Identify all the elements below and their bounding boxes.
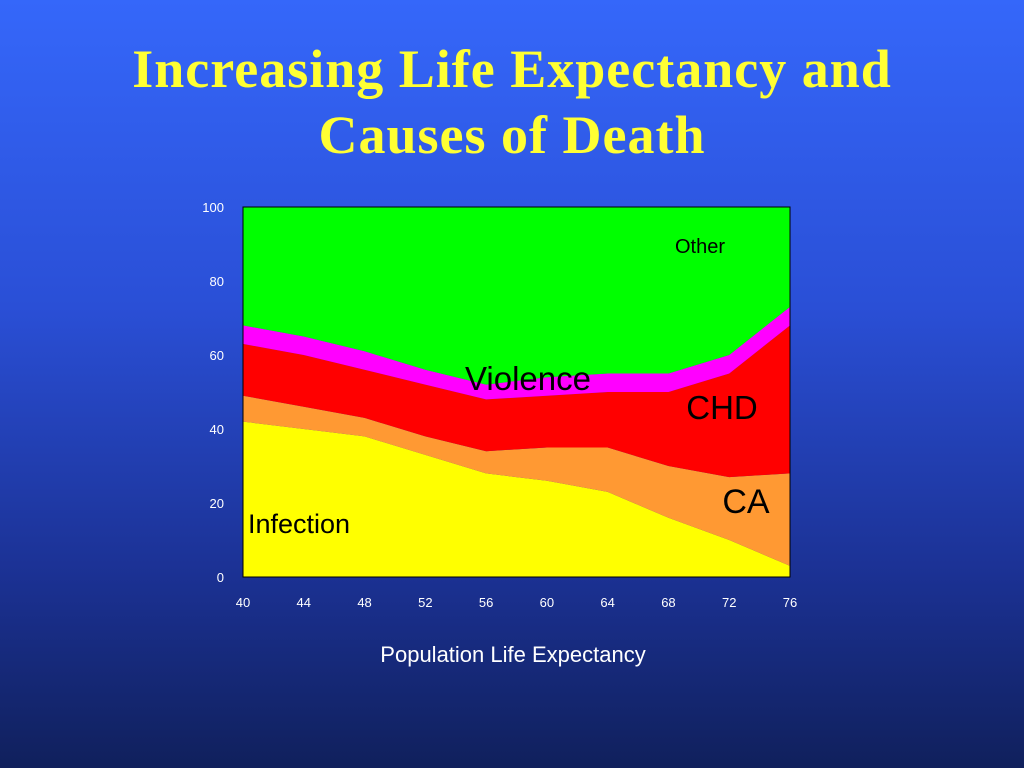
x-tick-label: 64 bbox=[600, 595, 614, 610]
y-axis-ticks: 0 20 40 60 80 100 bbox=[202, 200, 224, 585]
x-axis-ticks: 40 44 48 52 56 60 64 68 72 76 bbox=[236, 595, 797, 610]
y-tick-label: 100 bbox=[202, 200, 224, 215]
area-violence bbox=[243, 306, 790, 400]
series-label-violence: Violence bbox=[465, 360, 591, 397]
slide-title: Increasing Life Expectancy and Causes of… bbox=[0, 36, 1024, 168]
x-tick-label: 52 bbox=[418, 595, 432, 610]
x-tick-label: 72 bbox=[722, 595, 736, 610]
x-tick-label: 44 bbox=[297, 595, 311, 610]
area-infection bbox=[243, 421, 790, 577]
y-tick-label: 40 bbox=[210, 422, 224, 437]
slide-title-line-2: Causes of Death bbox=[318, 105, 706, 165]
area-other bbox=[243, 207, 790, 385]
series-label-infection: Infection bbox=[248, 509, 350, 539]
x-tick-label: 48 bbox=[357, 595, 371, 610]
series-labels: Infection CA CHD Violence Other bbox=[248, 236, 770, 539]
x-tick-label: 40 bbox=[236, 595, 250, 610]
plot-frame bbox=[242, 206, 791, 578]
x-axis-label: Population Life Expectancy bbox=[380, 642, 645, 667]
x-tick-label: 76 bbox=[783, 595, 797, 610]
slide-title-line-1: Increasing Life Expectancy and bbox=[132, 39, 892, 99]
y-tick-label: 60 bbox=[210, 348, 224, 363]
area-chd bbox=[243, 325, 790, 478]
x-tick-label: 60 bbox=[540, 595, 554, 610]
y-tick-label: 20 bbox=[210, 496, 224, 511]
x-tick-label: 56 bbox=[479, 595, 493, 610]
chart-areas bbox=[243, 207, 790, 577]
series-label-chd: CHD bbox=[686, 389, 758, 426]
series-label-ca: CA bbox=[722, 483, 770, 521]
y-tick-label: 0 bbox=[217, 570, 224, 585]
x-tick-label: 68 bbox=[661, 595, 675, 610]
area-ca bbox=[243, 395, 790, 566]
series-label-other: Other bbox=[675, 236, 725, 258]
y-tick-label: 80 bbox=[210, 274, 224, 289]
